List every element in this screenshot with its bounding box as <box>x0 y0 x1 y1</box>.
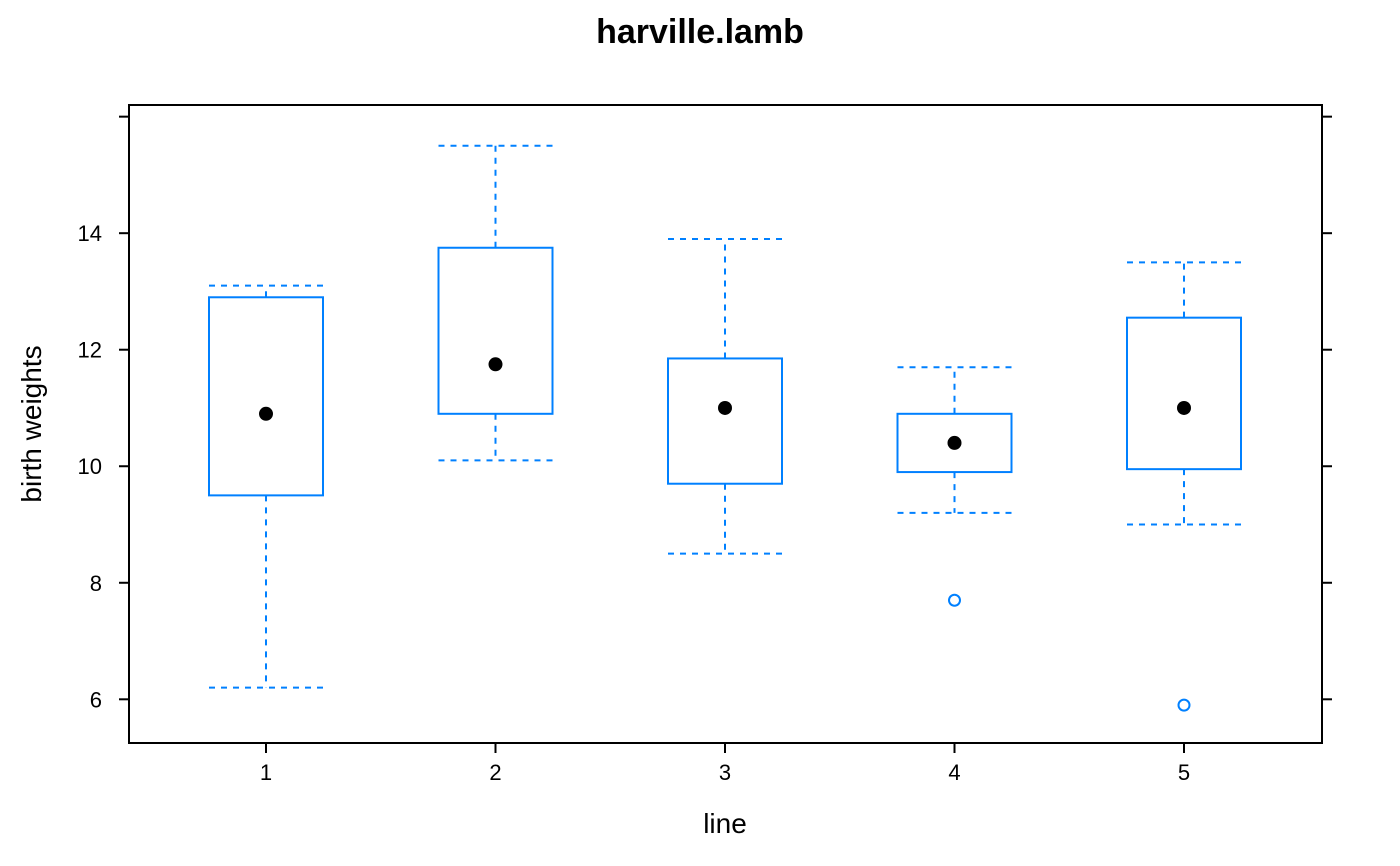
box-iqr <box>1126 316 1242 471</box>
outlier-point <box>1177 698 1191 712</box>
chart-title: harville.lamb <box>596 13 804 51</box>
box-group <box>437 144 554 462</box>
y-axis: 6 8 10 12 14 <box>78 115 1332 712</box>
median-point <box>488 357 503 372</box>
y-tick-label: 14 <box>78 221 102 246</box>
y-tick-label: 8 <box>90 571 102 596</box>
median-point <box>259 406 273 421</box>
box-iqr <box>437 246 554 415</box>
box-group <box>667 238 783 555</box>
x-tick-label: 5 <box>1178 760 1190 785</box>
x-tick-label: 4 <box>948 760 960 785</box>
x-tick-label: 1 <box>260 760 272 785</box>
box-iqr <box>667 357 783 485</box>
box-series <box>208 144 1242 712</box>
y-tick-label: 12 <box>78 338 102 363</box>
y-tick-label: 10 <box>78 454 102 479</box>
x-axis-label: line <box>703 808 747 839</box>
y-axis-label: birth weights <box>16 345 47 502</box>
box-iqr <box>208 296 324 497</box>
median-point <box>947 435 962 450</box>
outlier-point <box>948 593 961 607</box>
median-point <box>718 400 732 415</box>
y-tick-label: 6 <box>90 687 102 712</box>
x-axis: 1 2 3 4 5 <box>260 743 1190 785</box>
x-tick-label: 2 <box>489 760 501 785</box>
box-group <box>896 366 1013 607</box>
box-group <box>208 284 324 689</box>
median-point <box>1177 400 1191 415</box>
box-group <box>1126 261 1242 712</box>
x-tick-label: 3 <box>719 760 731 785</box>
